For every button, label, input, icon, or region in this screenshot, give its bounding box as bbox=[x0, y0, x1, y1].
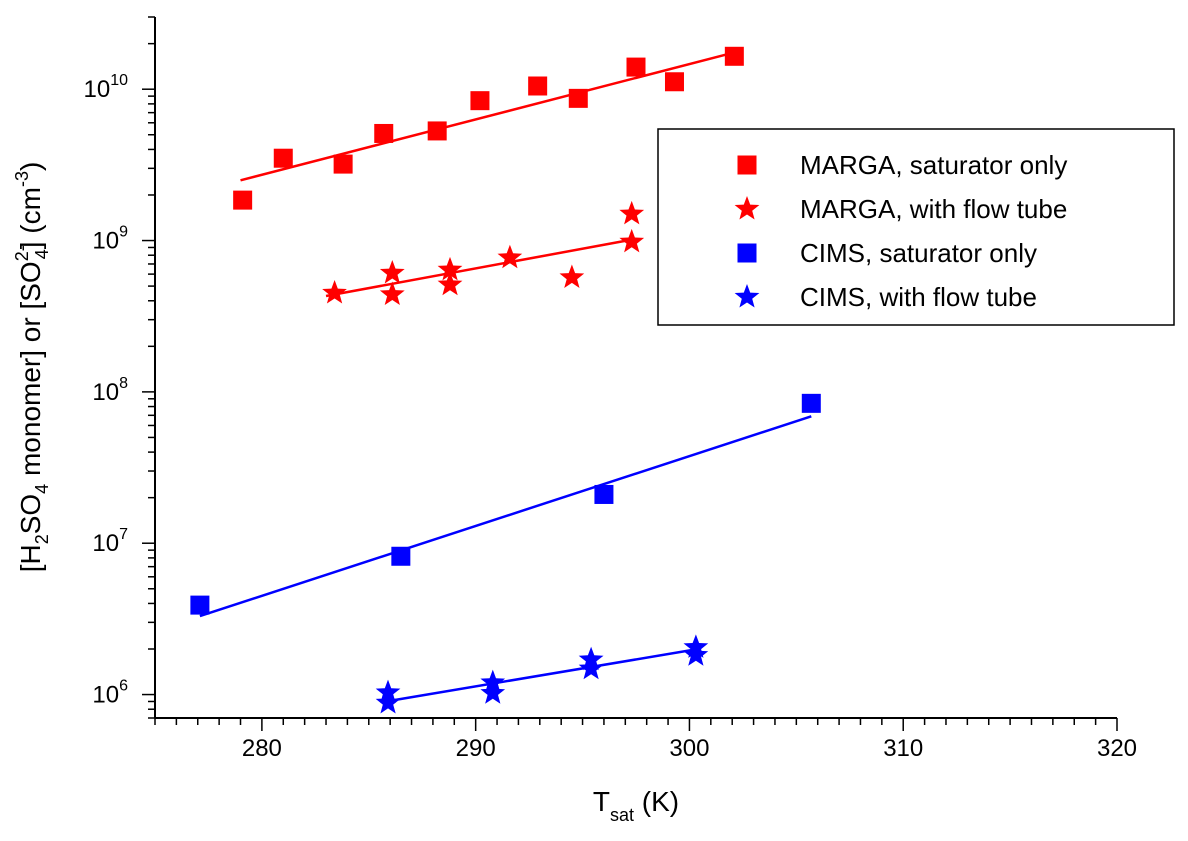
x-label-sub: sat bbox=[610, 805, 634, 825]
y-tick-label: 108 bbox=[92, 375, 128, 406]
y-tick-label: 107 bbox=[92, 526, 128, 557]
legend-label-4: CIMS, with flow tube bbox=[800, 282, 1037, 312]
x-label-main: T bbox=[593, 786, 610, 817]
data-point bbox=[379, 260, 405, 284]
data-point bbox=[427, 121, 447, 141]
data-point bbox=[559, 264, 585, 288]
ticks: 280 290 300 310 320 106 107 108 109 1010 bbox=[84, 16, 1137, 762]
data-point bbox=[578, 655, 604, 680]
data-point bbox=[594, 484, 614, 504]
data-point bbox=[333, 154, 353, 174]
x-tick-label: 290 bbox=[456, 735, 496, 762]
legend-label-1: MARGA, saturator only bbox=[800, 150, 1067, 180]
data-point bbox=[391, 546, 411, 566]
y-label-sub1: 2 bbox=[32, 534, 52, 544]
x-tick-label: 280 bbox=[242, 735, 282, 762]
series-2 bbox=[322, 200, 645, 305]
legend-label-2: MARGA, with flow tube bbox=[800, 194, 1067, 224]
fit-line-2 bbox=[325, 238, 635, 298]
data-point bbox=[626, 57, 646, 77]
legend-marker-1 bbox=[737, 155, 757, 175]
data-point bbox=[528, 76, 548, 96]
data-point bbox=[568, 88, 588, 108]
y-tick-label: 106 bbox=[92, 678, 128, 709]
y-axis-label: [H2SO4 monomer] or [SO2-4] (cm-3) bbox=[12, 162, 52, 573]
y-label-part4: ] (cm bbox=[15, 187, 46, 249]
data-markers bbox=[190, 46, 821, 714]
y-tick-label: 109 bbox=[92, 224, 128, 255]
data-point bbox=[619, 200, 645, 225]
legend-marker-2 bbox=[734, 196, 760, 220]
data-point bbox=[190, 595, 210, 615]
y-label-part2: SO bbox=[15, 494, 46, 534]
data-point bbox=[497, 244, 523, 269]
series-3 bbox=[190, 393, 821, 615]
data-point bbox=[470, 91, 490, 111]
fit-line-4 bbox=[385, 647, 699, 703]
x-tick-label: 300 bbox=[669, 735, 709, 762]
axes bbox=[154, 17, 1117, 719]
data-point bbox=[801, 393, 821, 413]
data-point bbox=[437, 271, 463, 296]
data-point bbox=[322, 280, 347, 304]
y-label-sup: 2- bbox=[12, 245, 32, 261]
legend: MARGA, saturator only MARGA, with flow tu… bbox=[657, 128, 1175, 326]
data-point bbox=[480, 680, 506, 704]
y-label-part1: [H bbox=[15, 544, 46, 572]
data-point bbox=[664, 72, 684, 92]
data-point bbox=[724, 46, 744, 66]
series-4 bbox=[375, 634, 709, 714]
fit-line-3 bbox=[199, 415, 812, 618]
x-tick-label: 320 bbox=[1097, 735, 1137, 762]
legend-marker-4 bbox=[734, 284, 760, 308]
data-point bbox=[233, 190, 253, 210]
y-label-sub3: 4 bbox=[32, 249, 52, 259]
data-point bbox=[375, 690, 401, 714]
data-point bbox=[379, 281, 405, 305]
fit-line-1 bbox=[240, 51, 735, 182]
y-label-sub2: 4 bbox=[32, 484, 52, 494]
x-axis-label: Tsat (K) bbox=[593, 786, 679, 825]
y-label-part3: monomer] or [SO bbox=[15, 261, 46, 484]
data-point bbox=[437, 256, 463, 281]
data-point bbox=[619, 228, 645, 253]
y-label-sup2: -3 bbox=[12, 171, 32, 187]
legend-marker-3 bbox=[737, 243, 757, 263]
legend-label-3: CIMS, saturator only bbox=[800, 238, 1037, 268]
fit-lines bbox=[199, 51, 812, 703]
series-1 bbox=[233, 46, 744, 210]
data-point bbox=[683, 642, 709, 666]
y-label-part5: ) bbox=[15, 162, 46, 171]
data-point bbox=[374, 123, 394, 143]
y-tick-label: 1010 bbox=[84, 72, 129, 103]
data-point bbox=[273, 148, 293, 168]
x-label-unit: (K) bbox=[634, 786, 679, 817]
x-tick-label: 310 bbox=[883, 735, 923, 762]
